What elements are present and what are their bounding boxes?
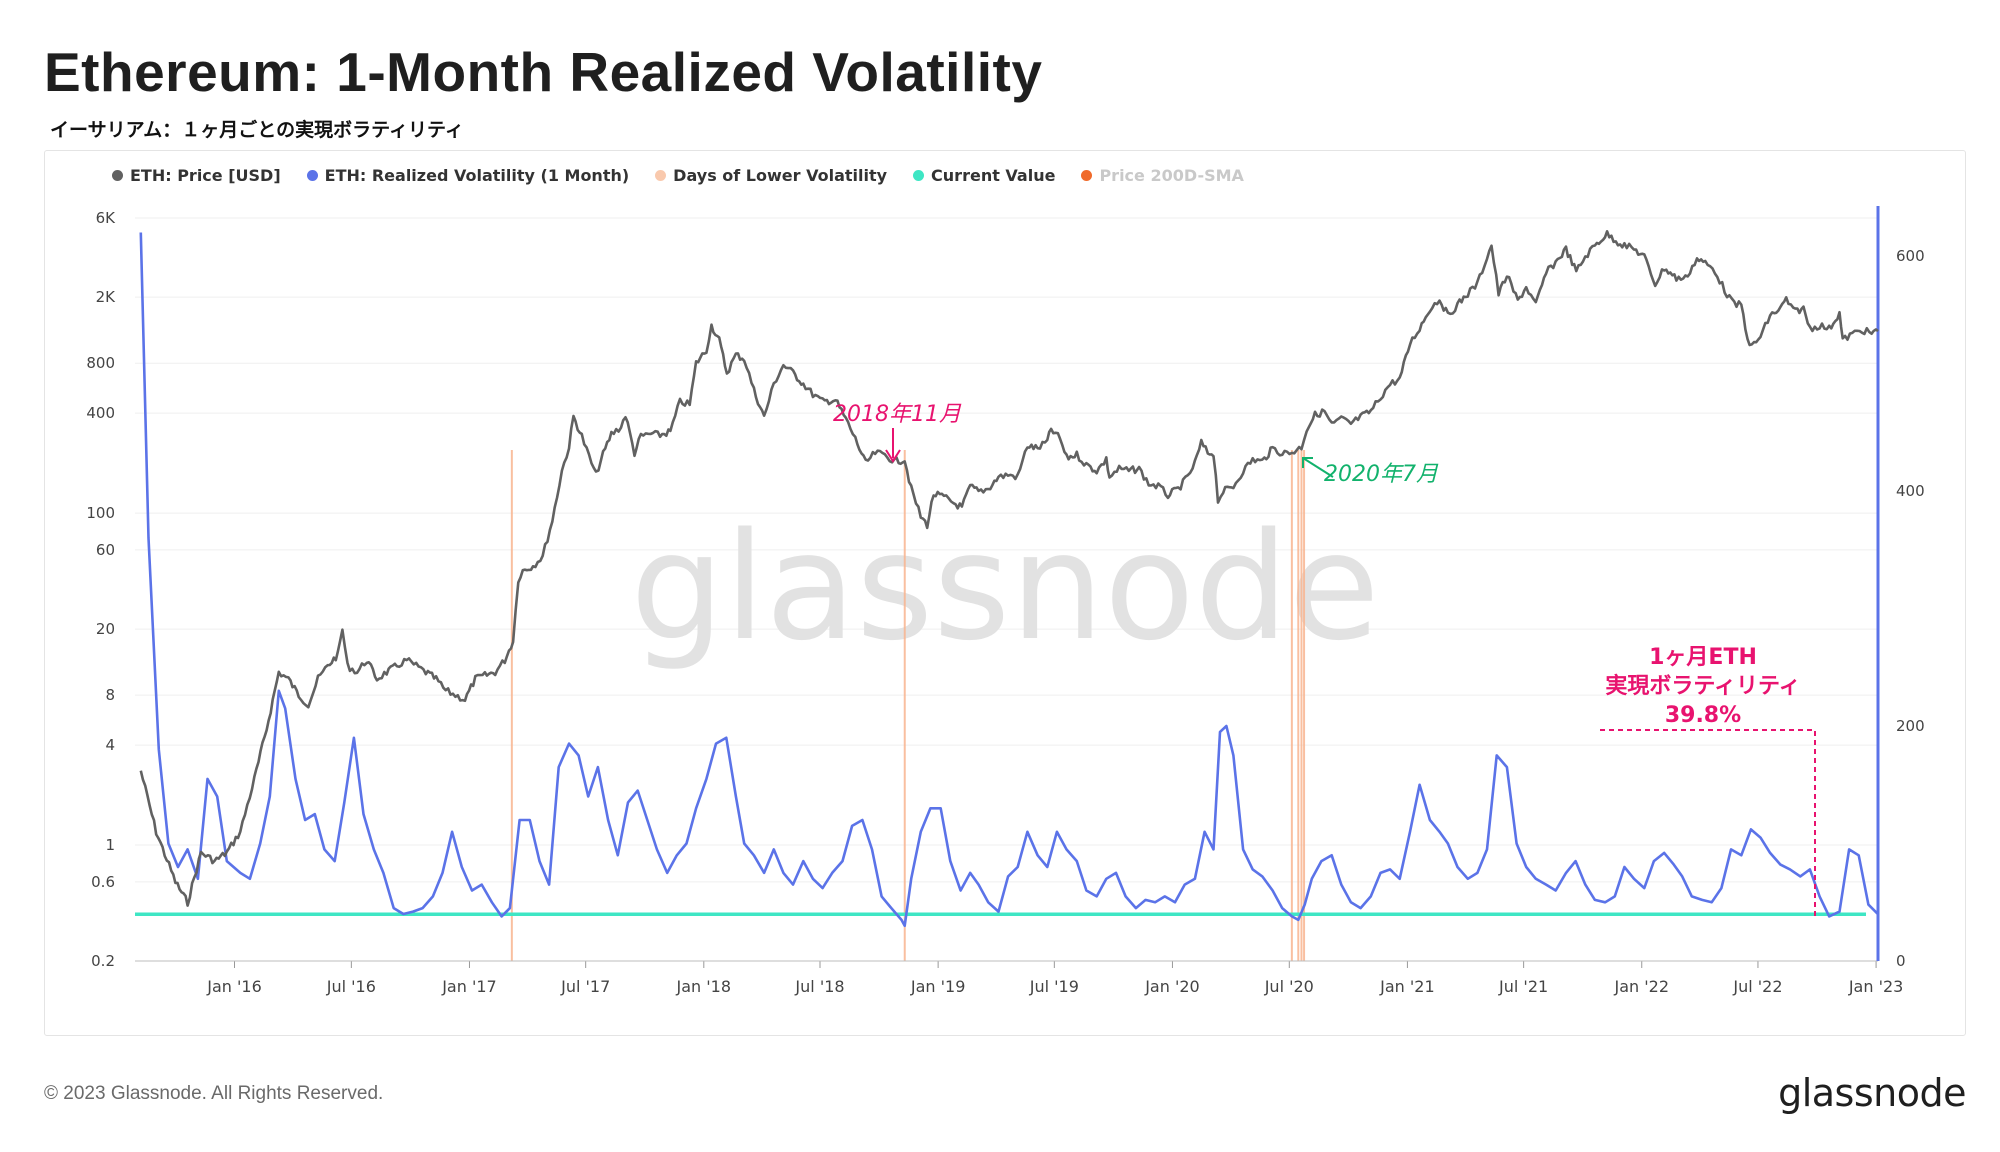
y-left-tick-label: 400 — [86, 404, 115, 422]
legend-label: ETH: Price [USD] — [130, 166, 281, 185]
legend-dot-icon — [1081, 170, 1093, 181]
x-tick-label: Jul '17 — [560, 977, 610, 996]
volatility-series-line — [139, 232, 1879, 928]
legend-item-volatility[interactable]: ETH: Realized Volatility (1 Month) — [306, 166, 630, 185]
legend-label: Days of Lower Volatility — [673, 166, 888, 185]
y-left-tick-label: 60 — [96, 541, 115, 559]
y-right-tick-label: 400 — [1896, 482, 1925, 500]
copyright-footer: © 2023 Glassnode. All Rights Reserved. — [44, 1083, 384, 1104]
x-tick-label: Jul '20 — [1264, 977, 1314, 996]
watermark: glassnode — [630, 501, 1379, 673]
annotation-current-line2: 実現ボラティリティ — [1605, 673, 1800, 699]
legend-item-current-value[interactable]: Current Value — [913, 166, 1055, 185]
y-left-tick-label: 0.6 — [91, 873, 115, 891]
legend-item-price-sma[interactable]: Price 200D-SMA — [1081, 166, 1244, 185]
price-series-line — [139, 230, 1879, 907]
y-left-tick-label: 100 — [86, 504, 115, 522]
legend-item-price[interactable]: ETH: Price [USD] — [112, 166, 281, 185]
x-tick-label: Jul '21 — [1498, 977, 1548, 996]
legend-dot-icon — [913, 170, 925, 181]
y-left-tick-label: 6K — [96, 209, 117, 227]
y-left-tick-label: 4 — [105, 736, 115, 754]
y-right-tick-label: 0 — [1896, 952, 1906, 970]
legend-dot-icon — [112, 170, 123, 181]
legend-label: Current Value — [931, 166, 1056, 185]
x-tick-label: Jan '17 — [441, 977, 497, 996]
series-lines — [135, 230, 1879, 928]
y-right-tick-label: 200 — [1896, 717, 1925, 735]
y-right-tick-label: 600 — [1896, 247, 1925, 265]
y-left-tick-label: 1 — [105, 836, 115, 854]
page-title: Ethereum: 1-Month Realized Volatility — [44, 41, 1043, 103]
brand-logo: glassnode — [1778, 1071, 1966, 1115]
y-left-tick-label: 8 — [105, 686, 115, 704]
x-tick-label: Jan '18 — [676, 977, 732, 996]
x-tick-label: Jan '20 — [1144, 977, 1200, 996]
lower-volatility-bars — [510, 450, 1306, 961]
tick-labels: 6K 2K 800 400 100 60 20 8 4 1 0.6 0.2 600 400 200 0 Jan … — [86, 209, 1924, 996]
page-subtitle: イーサリアム：１ヶ月ごとの実現ボラティリティ — [50, 119, 464, 141]
annotation-leader-current — [1600, 729, 1816, 918]
legend-label: Price 200D-SMA — [1099, 166, 1244, 185]
annotation-nov2018: 2018年11月 — [833, 402, 962, 427]
axes — [135, 206, 1880, 968]
x-tick-label: Jul '19 — [1029, 977, 1079, 996]
x-tick-label: Jan '16 — [206, 977, 262, 996]
annotations: 2018年11月 2020年7月 1ヶ月ETH 実現ボラティリティ 39.8% — [833, 402, 1816, 918]
annotation-current-line1: 1ヶ月ETH — [1649, 645, 1757, 670]
legend-label: ETH: Realized Volatility (1 Month) — [324, 166, 630, 185]
x-tick-label: Jan '22 — [1613, 977, 1669, 996]
annotation-jul2020: 2020年7月 — [1324, 462, 1439, 487]
x-tick-label: Jul '18 — [794, 977, 844, 996]
y-left-tick-label: 0.2 — [91, 952, 115, 970]
legend-dot-icon — [306, 170, 318, 181]
y-left-tick-label: 20 — [96, 620, 115, 638]
x-tick-label: Jan '19 — [910, 977, 966, 996]
y-left-tick-label: 2K — [96, 288, 117, 306]
x-tick-label: Jul '16 — [326, 977, 376, 996]
legend-item-lower-volatility[interactable]: Days of Lower Volatility — [655, 166, 887, 185]
y-left-tick-label: 800 — [86, 354, 115, 372]
x-tick-label: Jan '21 — [1379, 977, 1435, 996]
x-tick-label: Jul '22 — [1732, 977, 1782, 996]
chart-legend: ETH: Price [USD] ETH: Realized Volatilit… — [112, 166, 1244, 185]
x-tick-label: Jan '23 — [1848, 977, 1904, 996]
annotation-arrowhead-jul2020 — [1302, 457, 1313, 468]
annotation-arrowhead-nov2018 — [885, 449, 901, 463]
annotation-arrow-jul2020 — [1302, 457, 1334, 478]
annotation-current-value: 39.8% — [1665, 703, 1741, 728]
legend-dot-icon — [655, 170, 667, 181]
